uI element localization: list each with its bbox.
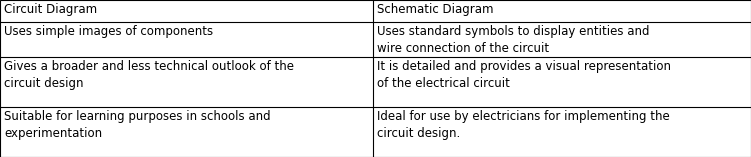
Text: Circuit Diagram: Circuit Diagram <box>4 3 97 16</box>
Text: Ideal for use by electricians for implementing the
circuit design.: Ideal for use by electricians for implem… <box>377 110 670 140</box>
Text: Uses standard symbols to display entities and
wire connection of the circuit: Uses standard symbols to display entitie… <box>377 25 650 55</box>
Text: Gives a broader and less technical outlook of the
circuit design: Gives a broader and less technical outlo… <box>4 60 294 90</box>
Text: It is detailed and provides a visual representation
of the electrical circuit: It is detailed and provides a visual rep… <box>377 60 671 90</box>
Text: Suitable for learning purposes in schools and
experimentation: Suitable for learning purposes in school… <box>4 110 270 140</box>
Text: Uses simple images of components: Uses simple images of components <box>4 25 213 38</box>
Text: Schematic Diagram: Schematic Diagram <box>377 3 493 16</box>
